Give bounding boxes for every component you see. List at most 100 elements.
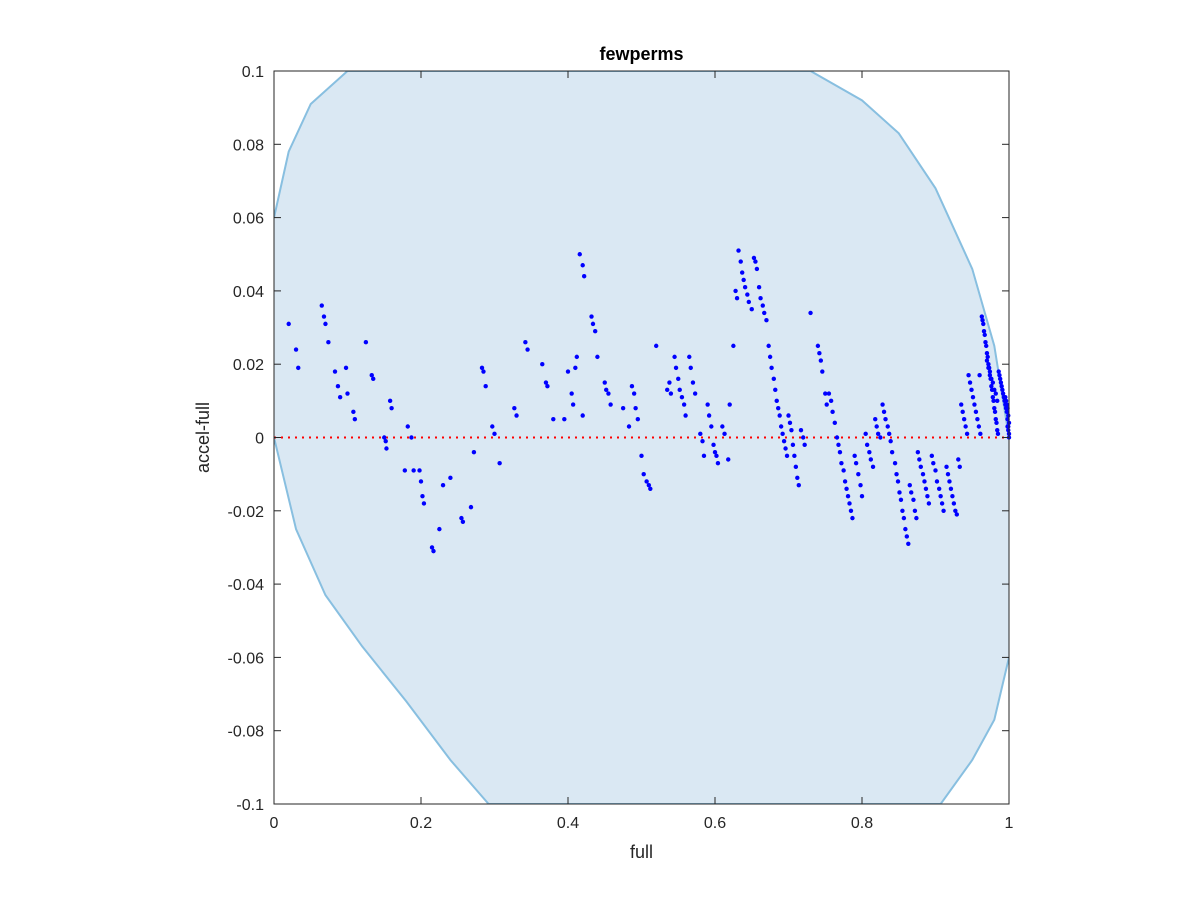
data-point [293,347,299,352]
y-tick-label: 0.08 [233,137,264,154]
data-point [409,435,414,440]
data-point [894,471,899,477]
data-point [847,501,852,506]
data-point [580,413,585,418]
data-point [754,266,760,272]
data-point [867,449,872,455]
data-point [771,376,776,382]
data-point [1006,413,1011,418]
data-point [992,405,997,411]
data-point [868,457,874,462]
data-point [421,501,427,506]
data-point [873,416,878,422]
data-point [590,321,596,327]
data-point [448,475,453,481]
data-point [468,504,474,510]
data-point [776,405,781,411]
data-point [925,493,930,499]
data-point [574,354,580,360]
data-point [705,402,710,407]
data-point [957,464,962,470]
data-point [972,402,977,407]
data-point [706,413,712,418]
data-point [384,446,389,451]
data-point [733,288,738,294]
data-point [756,285,762,290]
data-point [897,490,902,495]
data-point [796,482,801,488]
y-tick-label: 0.04 [233,284,264,301]
data-point [969,387,974,393]
data-point [323,321,328,327]
data-point [802,442,807,448]
data-point [1004,402,1009,407]
y-tick-label: 0.1 [242,64,264,81]
chart-title: fewperms [599,44,683,64]
data-point [774,398,779,404]
data-point [692,391,698,396]
data-point [990,394,996,400]
data-point [382,435,387,440]
data-point [824,402,829,407]
data-point [984,351,990,356]
data-point [371,376,376,382]
x-tick-label: 0.4 [557,815,579,832]
data-point [931,460,936,466]
data-point [789,427,794,433]
data-point [440,482,446,488]
data-point [874,424,879,429]
data-point [497,460,502,466]
data-point [573,365,578,371]
y-tick-label: -0.04 [228,577,265,594]
data-point [889,449,895,455]
data-point [989,376,994,382]
data-point [984,358,990,363]
data-point [936,486,942,492]
data-point [852,453,857,459]
data-point [389,405,394,411]
data-point [986,362,991,367]
data-point [870,464,876,470]
data-point [967,380,973,385]
data-point [923,486,929,492]
data-point [992,409,998,415]
data-point [683,413,688,418]
data-point [815,343,821,349]
data-point [700,438,705,444]
data-point [711,442,716,448]
data-point [995,431,1001,437]
data-point [778,424,784,429]
data-point [429,545,435,550]
data-point [471,449,477,455]
data-point [639,453,644,459]
data-point [727,402,732,407]
data-point [915,449,921,455]
data-point [523,340,528,345]
data-point [914,515,919,521]
data-point [836,442,841,448]
data-point [959,402,964,407]
data-point [387,398,393,404]
data-point [781,438,787,444]
data-point [892,460,898,466]
data-point [982,332,987,338]
data-point [351,409,356,415]
data-point [880,402,885,407]
data-point [570,402,576,407]
data-point [481,369,486,374]
data-point [1003,394,1008,400]
data-point [906,541,911,546]
data-point [911,497,916,503]
data-point [715,460,721,466]
data-point [383,438,388,444]
data-point [790,442,796,448]
data-point [956,457,961,462]
data-point [992,387,997,393]
data-point [939,501,945,506]
data-point [633,405,638,411]
data-point [773,387,778,393]
data-point [977,372,982,378]
data-point [326,340,331,345]
data-point [863,431,868,437]
